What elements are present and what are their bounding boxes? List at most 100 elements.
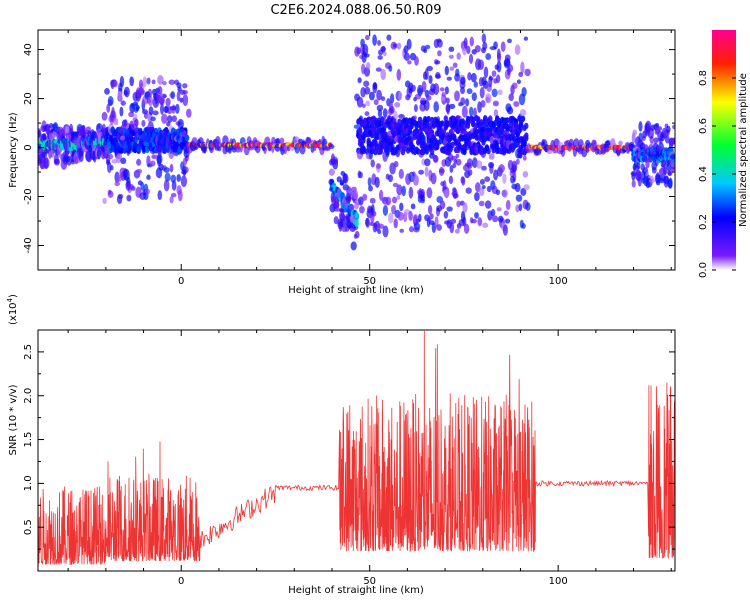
spectrogram-cell (488, 75, 493, 88)
spectrogram-cell (138, 89, 146, 94)
spectrogram-cell (170, 91, 176, 100)
spectrogram-x-label: Height of straight line (km) (288, 285, 424, 296)
spectrogram-cell (163, 167, 170, 173)
tick-label: 0.8 (698, 70, 709, 86)
spectrogram-cell (670, 162, 675, 170)
spectrogram-cell (438, 166, 445, 176)
spectrogram-cell (490, 208, 496, 217)
spectrogram-cell (430, 172, 437, 185)
spectrogram-cell (102, 197, 107, 205)
spectrogram-cell (472, 157, 478, 169)
snr-frame (37, 329, 676, 572)
spectrogram-cell (493, 78, 498, 84)
spectrogram-cell (113, 117, 119, 126)
spectrogram-cell (346, 196, 352, 202)
spectrogram-cell (391, 196, 398, 204)
spectrogram-cell (502, 173, 507, 185)
spectrogram-cell (376, 39, 382, 46)
spectrogram-cell (396, 68, 402, 81)
spectrogram-cell (49, 123, 54, 129)
spectrogram-cell (392, 182, 399, 188)
tick-label: 50 (363, 576, 376, 587)
spectrogram-cell (147, 95, 154, 107)
spectrogram-cell (455, 158, 462, 166)
spectrogram-cell (109, 165, 114, 171)
spectrogram-cell (497, 89, 503, 96)
spectrogram-cell (515, 194, 523, 202)
spectrogram-cell (390, 143, 395, 151)
spectrogram-cell (152, 110, 159, 116)
spectrogram-cell (119, 106, 124, 117)
spectrogram-cell (505, 123, 510, 130)
spectrogram-cell (167, 115, 173, 124)
spectrogram-cell (406, 38, 412, 50)
spectrogram-cell (408, 210, 413, 222)
spectrogram-cell (454, 90, 460, 102)
spectrogram-cell (396, 195, 401, 200)
spectrogram-cell (117, 90, 123, 102)
spectrogram-cell (392, 43, 398, 48)
spectrogram-cell (428, 74, 433, 85)
spectrogram-cell (481, 165, 487, 171)
spectrogram-cell (468, 106, 474, 117)
spectrogram-cell (420, 45, 427, 52)
spectrogram-cell (500, 41, 506, 52)
spectrogram-cell (112, 80, 118, 88)
spectrogram-cell (491, 147, 496, 154)
spectrogram-cell (474, 129, 479, 136)
spectrogram-cell (473, 81, 479, 88)
spectrogram-cell (635, 170, 642, 177)
spectrogram-cell (449, 66, 455, 71)
spectrogram-cell (147, 121, 154, 133)
spectrogram-cell (669, 154, 675, 160)
spectrogram-cell (162, 94, 167, 99)
spectrogram-cell (331, 156, 339, 165)
spectrogram-cell (445, 121, 450, 128)
spectrogram-cell (481, 185, 486, 190)
spectrogram-cell (470, 72, 477, 83)
spectrogram-cell (398, 113, 405, 119)
spectrogram-cell (407, 60, 412, 65)
spectrogram-cell (418, 169, 425, 175)
spectrogram-cell (474, 212, 479, 219)
spectrogram-cell (140, 181, 145, 191)
tick-label: 0.5 (23, 519, 34, 535)
spectrogram-cell (408, 226, 414, 233)
spectrogram-cell (107, 96, 114, 106)
spectrogram-cell (467, 72, 472, 81)
spectrogram-cell (407, 117, 412, 125)
spectrogram-cell (450, 155, 458, 161)
spectrogram-cell (443, 189, 450, 198)
spectrogram-cell (361, 146, 366, 153)
spectrogram-cell (429, 220, 435, 225)
spectrogram-cell (180, 175, 187, 188)
spectrogram-cell (157, 75, 164, 85)
spectrogram-cell (117, 193, 124, 200)
spectrogram-cell (471, 92, 477, 101)
spectrogram-cell (445, 97, 450, 104)
spectrogram-cell (354, 230, 360, 239)
spectrogram-cell (64, 125, 70, 134)
spectrogram-cell (426, 115, 431, 123)
spectrogram-cell (126, 194, 132, 202)
spectrogram-cell (436, 39, 443, 48)
tick-label: 100 (549, 276, 568, 287)
spectrogram-cell (385, 196, 392, 206)
spectrogram-cell (357, 77, 362, 84)
spectrogram-cell (398, 91, 403, 101)
spectrogram-cell (386, 34, 392, 41)
spectrogram-cell (144, 188, 151, 195)
spectrogram-cell (534, 148, 542, 156)
spectrogram-cell (170, 192, 177, 198)
spectrogram-cell (80, 124, 86, 137)
spectrogram-cell (328, 144, 335, 150)
spectrogram-cell (477, 217, 483, 227)
spectrogram-cell (508, 93, 514, 102)
spectrogram-cell (434, 60, 441, 65)
spectrogram-cell (364, 111, 370, 116)
spectrogram-cell (51, 142, 56, 154)
spectrogram-cell (481, 33, 487, 44)
spectrogram-cell (485, 53, 492, 61)
spectrogram-cell (507, 38, 512, 44)
spectrogram-cell (365, 217, 370, 228)
